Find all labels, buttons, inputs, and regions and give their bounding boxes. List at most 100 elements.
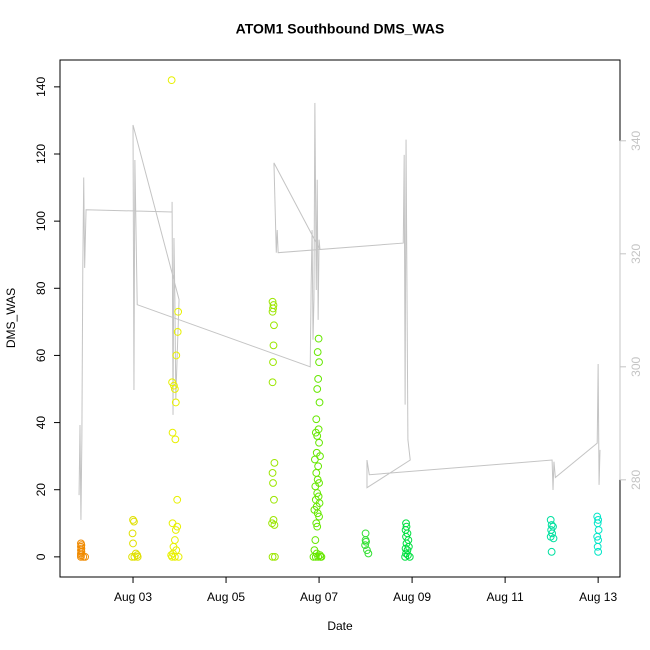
- data-point: [270, 458, 279, 467]
- y-tick-label: 140: [34, 77, 48, 97]
- y-tick-label: 40: [34, 416, 48, 430]
- data-point: [314, 462, 323, 471]
- data-point: [270, 552, 279, 561]
- data-point: [314, 334, 323, 343]
- data-point: [547, 521, 556, 529]
- data-point: [315, 512, 323, 521]
- data-point: [170, 536, 179, 544]
- data-point: [310, 455, 319, 464]
- x-tick-label: Aug 07: [300, 590, 338, 604]
- x-tick-label: Aug 09: [393, 590, 431, 604]
- data-point: [315, 358, 323, 367]
- data-point: [364, 549, 373, 558]
- data-point: [133, 552, 142, 561]
- x-axis-label: Date: [327, 619, 353, 633]
- x-tick-label: Aug 05: [207, 590, 245, 604]
- data-point: [312, 415, 321, 424]
- data-point: [312, 519, 321, 528]
- data-point: [269, 358, 277, 367]
- data-point: [547, 547, 556, 556]
- y-tick-label: 100: [34, 211, 48, 231]
- data-point: [401, 552, 410, 561]
- data-point: [269, 479, 277, 487]
- y2-tick-label: 300: [629, 356, 643, 376]
- data-point: [168, 519, 177, 528]
- data-point: [174, 307, 183, 316]
- data-point: [546, 516, 555, 524]
- data-point: [168, 428, 177, 437]
- plot-frame: [59, 59, 621, 578]
- data-point: [311, 552, 320, 561]
- data-point: [594, 547, 603, 556]
- data-point: [167, 551, 176, 560]
- data-point: [313, 522, 322, 531]
- data-point: [312, 469, 321, 477]
- x-tick-label: Aug 13: [579, 590, 617, 604]
- data-point: [594, 516, 603, 524]
- y-tick-label: 80: [34, 281, 48, 295]
- data-point: [130, 517, 138, 526]
- data-point: [81, 552, 90, 561]
- y-tick-label: 120: [34, 144, 48, 164]
- data-point: [269, 516, 278, 524]
- data-point: [129, 516, 137, 524]
- data-point: [268, 469, 277, 477]
- data-point: [171, 526, 180, 534]
- data-point: [173, 522, 182, 531]
- data-point: [129, 539, 137, 548]
- data-point: [128, 552, 136, 561]
- x-tick-label: Aug 11: [487, 590, 524, 604]
- data-point: [317, 552, 326, 561]
- data-point: [313, 385, 322, 393]
- data-point: [268, 552, 277, 561]
- data-point: [170, 552, 179, 561]
- data-point: [363, 546, 371, 555]
- y-tick-label: 60: [34, 348, 48, 362]
- y2-tick-label: 280: [629, 469, 643, 489]
- data-point: [593, 542, 602, 551]
- data-point: [311, 428, 320, 437]
- data-point: [405, 552, 414, 561]
- x-tick-label: Aug 03: [114, 590, 152, 604]
- data-point: [174, 552, 183, 561]
- data-point: [77, 539, 85, 548]
- data-point: [268, 519, 276, 528]
- data-point: [270, 495, 278, 504]
- data-point: [403, 546, 412, 555]
- data-point: [314, 552, 323, 561]
- y-tick-label: 20: [34, 483, 48, 497]
- data-point: [173, 495, 182, 504]
- data-point: [170, 381, 178, 390]
- data-point: [594, 526, 603, 534]
- data-point: [401, 544, 410, 553]
- data-point: [170, 385, 179, 393]
- y2-tick-label: 320: [629, 243, 643, 263]
- data-point: [313, 475, 322, 484]
- data-point: [548, 529, 556, 538]
- data-point: [313, 509, 322, 518]
- data-point: [549, 534, 558, 543]
- data-point: [171, 398, 180, 407]
- data-point: [361, 541, 370, 550]
- data-point: [361, 529, 370, 538]
- data-point: [314, 375, 323, 383]
- data-point: [128, 529, 137, 538]
- data-point: [171, 435, 180, 444]
- data-point: [311, 536, 320, 544]
- data-point: [268, 378, 277, 387]
- y-axis-label: DMS_WAS: [4, 288, 18, 348]
- y2-tick-label: 340: [629, 130, 643, 150]
- data-point: [315, 438, 323, 447]
- data-point: [167, 76, 176, 85]
- data-point: [270, 321, 278, 330]
- data-point: [270, 521, 279, 529]
- data-point: [593, 532, 602, 541]
- data-point: [362, 537, 370, 546]
- data-point: [173, 328, 182, 336]
- data-point: [172, 351, 181, 360]
- data-point: [269, 304, 277, 313]
- data-line: [78, 102, 601, 520]
- data-point: [313, 348, 322, 356]
